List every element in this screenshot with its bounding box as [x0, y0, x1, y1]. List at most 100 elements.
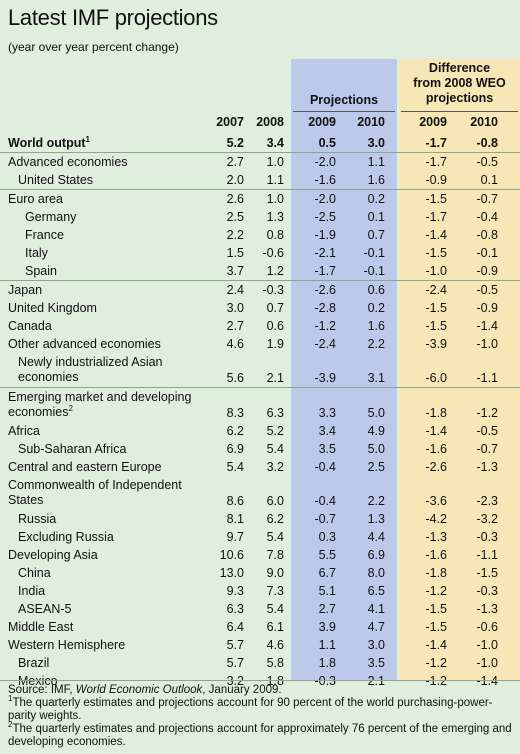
value-cell: 3.0: [367, 638, 385, 652]
value-cell: 5.4: [266, 442, 284, 456]
table-row: United States 2.0 1.1 -1.6 1.6 -0.9 0.1: [0, 171, 520, 189]
value-cell: -1.2: [425, 584, 447, 598]
value-cell: 1.5: [226, 246, 244, 260]
value-cell: 4.9: [367, 424, 385, 438]
value-cell: -2.6: [425, 460, 447, 474]
value-cell: -0.8: [476, 228, 498, 242]
value-cell: -1.2: [476, 406, 498, 420]
row-label: Spain: [25, 264, 57, 278]
value-cell: 4.7: [367, 620, 385, 634]
table-row: Newly industrialized Asian economies 5.6 2…: [0, 353, 520, 387]
value-cell: 5.2: [266, 424, 284, 438]
table-row: Euro area 2.6 1.0 -2.0 0.2 -1.5 -0.7: [0, 189, 520, 208]
value-cell: 1.0: [266, 155, 284, 169]
table-header: Difference from 2008 WEO projections Pro…: [0, 59, 520, 134]
value-cell: -1.4: [425, 638, 447, 652]
row-label: Africa: [8, 424, 40, 438]
value-cell: -1.8: [425, 406, 447, 420]
value-cell: 0.8: [266, 228, 284, 242]
value-cell: -1.3: [425, 530, 447, 544]
value-cell: -0.4: [476, 210, 498, 224]
row-label: Advanced economies: [8, 155, 128, 169]
value-cell: 5.0: [367, 406, 385, 420]
year-header: 2007: [216, 115, 244, 129]
value-cell: 3.7: [226, 264, 244, 278]
value-cell: 4.1: [367, 602, 385, 616]
value-cell: 5.7: [226, 656, 244, 670]
year-header: 2009: [419, 115, 447, 129]
row-label: Mexico: [18, 674, 58, 688]
table-row: Central and eastern Europe 5.4 3.2 -0.4 2.5 -…: [0, 458, 520, 476]
value-cell: 5.2: [226, 136, 244, 150]
value-cell: -0.9: [476, 301, 498, 315]
table-body: World output1 5.2 3.4 0.5 3.0 -1.7 -0.8 Advance…: [0, 134, 520, 690]
row-label: United States: [18, 173, 94, 187]
value-cell: 5.0: [367, 442, 385, 456]
value-cell: 0.3: [318, 530, 336, 544]
value-cell: -2.3: [476, 494, 498, 508]
row-label: India: [18, 584, 46, 598]
value-cell: -4.2: [425, 512, 447, 526]
value-cell: 5.7: [226, 638, 244, 652]
value-cell: 1.1: [266, 173, 284, 187]
value-cell: 2.6: [226, 192, 244, 206]
value-cell: -3.9: [425, 337, 447, 351]
value-cell: 5.4: [266, 530, 284, 544]
value-cell: 6.4: [226, 620, 244, 634]
value-cell: 2.2: [367, 337, 385, 351]
year-header: 2009: [308, 115, 336, 129]
value-cell: -1.0: [476, 638, 498, 652]
value-cell: -0.6: [476, 620, 498, 634]
value-cell: 8.0: [367, 566, 385, 580]
table-row: Spain 3.7 1.2 -1.7 -0.1 -1.0 -0.9: [0, 262, 520, 280]
value-cell: 1.3: [266, 210, 284, 224]
year-header: 2008: [256, 115, 284, 129]
value-cell: 3.2: [226, 674, 244, 688]
value-cell: 2.1: [367, 674, 385, 688]
value-cell: 5.4: [226, 460, 244, 474]
table-row: France 2.2 0.8 -1.9 0.7 -1.4 -0.8: [0, 226, 520, 244]
difference-divider: [401, 111, 518, 112]
value-cell: 9.0: [266, 566, 284, 580]
row-label: Newly industrialized Asian economies: [18, 355, 163, 384]
value-cell: -1.0: [476, 656, 498, 670]
value-cell: -2.5: [314, 210, 336, 224]
table-row: Brazil 5.7 5.8 1.8 3.5 -1.2 -1.0: [0, 654, 520, 672]
value-cell: 2.0: [226, 173, 244, 187]
year-header: 2010: [357, 115, 385, 129]
value-cell: 0.1: [480, 173, 498, 187]
value-cell: -0.7: [314, 512, 336, 526]
value-cell: 6.9: [226, 442, 244, 456]
value-cell: -2.0: [314, 192, 336, 206]
value-cell: 1.1: [367, 155, 385, 169]
value-cell: -2.0: [314, 155, 336, 169]
table-row: Russia 8.1 6.2 -0.7 1.3 -4.2 -3.2: [0, 510, 520, 528]
value-cell: 1.1: [318, 638, 336, 652]
value-cell: -1.0: [425, 264, 447, 278]
value-cell: -1.8: [425, 566, 447, 580]
value-cell: -2.4: [425, 283, 447, 297]
row-label: United Kingdom: [8, 301, 97, 315]
value-cell: -1.5: [476, 566, 498, 580]
row-label: Russia: [18, 512, 57, 526]
projections-header: Projections: [309, 93, 379, 107]
projections-column-band: [291, 59, 397, 681]
value-cell: -1.6: [425, 442, 447, 456]
value-cell: -0.5: [476, 155, 498, 169]
value-cell: 6.9: [367, 548, 385, 562]
value-cell: 4.4: [367, 530, 385, 544]
row-label: Brazil: [18, 656, 50, 670]
value-cell: -1.9: [314, 228, 336, 242]
value-cell: 3.5: [318, 442, 336, 456]
value-cell: -1.6: [314, 173, 336, 187]
value-cell: -1.4: [425, 424, 447, 438]
value-cell: 2.4: [226, 283, 244, 297]
value-cell: 0.1: [367, 210, 385, 224]
row-label: World output1: [8, 134, 90, 150]
value-cell: 1.3: [367, 512, 385, 526]
value-cell: -0.3: [476, 584, 498, 598]
difference-column-band: [399, 59, 520, 681]
row-label: China: [18, 566, 51, 580]
value-cell: -1.5: [425, 192, 447, 206]
value-cell: 2.7: [226, 319, 244, 333]
